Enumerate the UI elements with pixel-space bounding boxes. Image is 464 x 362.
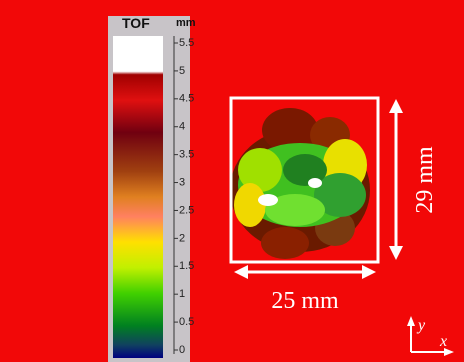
height-label: 29 mm bbox=[412, 146, 438, 214]
colorbar-unit: mm bbox=[176, 17, 196, 29]
tick-label: 1.5 bbox=[179, 260, 194, 272]
tick-label: 4.5 bbox=[179, 93, 194, 105]
tick-label: 3 bbox=[179, 176, 185, 188]
tick-label: 0 bbox=[179, 344, 185, 356]
tick-label: 0.5 bbox=[179, 316, 194, 328]
colorbar-title: TOF bbox=[122, 15, 150, 31]
tick-label: 2.5 bbox=[179, 204, 194, 216]
y-axis-label: y bbox=[416, 317, 426, 334]
height-arrow bbox=[389, 99, 403, 260]
tick-label: 5 bbox=[179, 65, 185, 77]
width-label: 25 mm bbox=[271, 288, 339, 314]
tick-label: 5.5 bbox=[179, 37, 194, 49]
specimen-frame bbox=[229, 96, 380, 264]
tick-label: 3.5 bbox=[179, 149, 194, 161]
specimen bbox=[230, 108, 370, 259]
colorbar bbox=[113, 36, 163, 358]
axes-icon bbox=[407, 316, 454, 356]
x-axis-label: x bbox=[439, 333, 447, 350]
width-arrow bbox=[234, 265, 376, 279]
tick-label: 1 bbox=[179, 288, 185, 300]
tick-label: 2 bbox=[179, 232, 185, 244]
tick-label: 4 bbox=[179, 121, 185, 133]
